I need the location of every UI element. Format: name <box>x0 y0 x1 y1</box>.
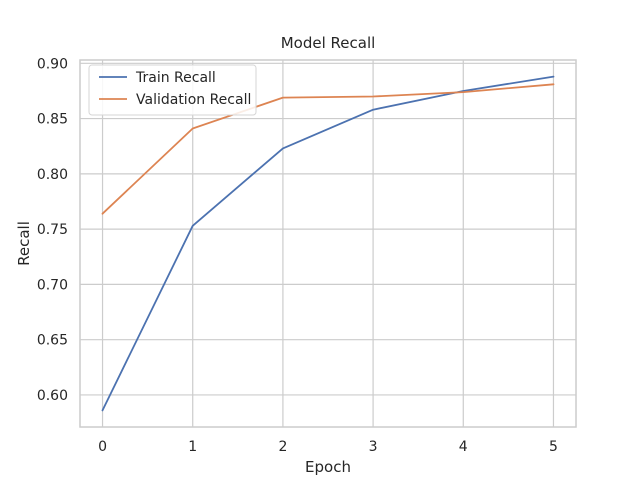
x-tick-label: 5 <box>549 439 558 455</box>
y-tick-label: 0.60 <box>37 388 68 404</box>
y-tick-labels: 0.60 0.65 0.70 0.75 0.80 0.85 0.90 <box>37 56 68 404</box>
legend-label-validation-recall: Validation Recall <box>136 92 251 108</box>
x-tick-label: 0 <box>98 439 107 455</box>
y-tick-label: 0.70 <box>37 277 68 293</box>
series-lines <box>101 75 555 412</box>
series-line-train-recall <box>101 75 555 412</box>
y-tick-label: 0.80 <box>37 167 68 183</box>
y-tick-label: 0.75 <box>37 222 68 238</box>
x-tick-labels: 0 1 2 3 4 5 <box>98 439 558 455</box>
grid-lines <box>80 60 576 427</box>
plot-area <box>79 59 577 428</box>
chart-title: Model Recall <box>281 34 376 52</box>
y-tick-label: 0.90 <box>37 56 68 72</box>
y-axis-label: Recall <box>15 221 33 266</box>
legend-box <box>88 64 257 116</box>
x-axis-label: Epoch <box>305 458 351 476</box>
x-tick-label: 1 <box>188 439 197 455</box>
x-tick-label: 2 <box>278 439 287 455</box>
plot-frame <box>79 59 577 428</box>
legend-label-train-recall: Train Recall <box>135 70 216 86</box>
x-tick-label: 3 <box>369 439 378 455</box>
series-line-validation-recall <box>101 83 555 215</box>
y-tick-label: 0.65 <box>37 333 68 349</box>
y-tick-label: 0.85 <box>37 112 68 128</box>
x-tick-label: 4 <box>459 439 468 455</box>
legend: Train Recall Validation Recall <box>88 64 257 116</box>
